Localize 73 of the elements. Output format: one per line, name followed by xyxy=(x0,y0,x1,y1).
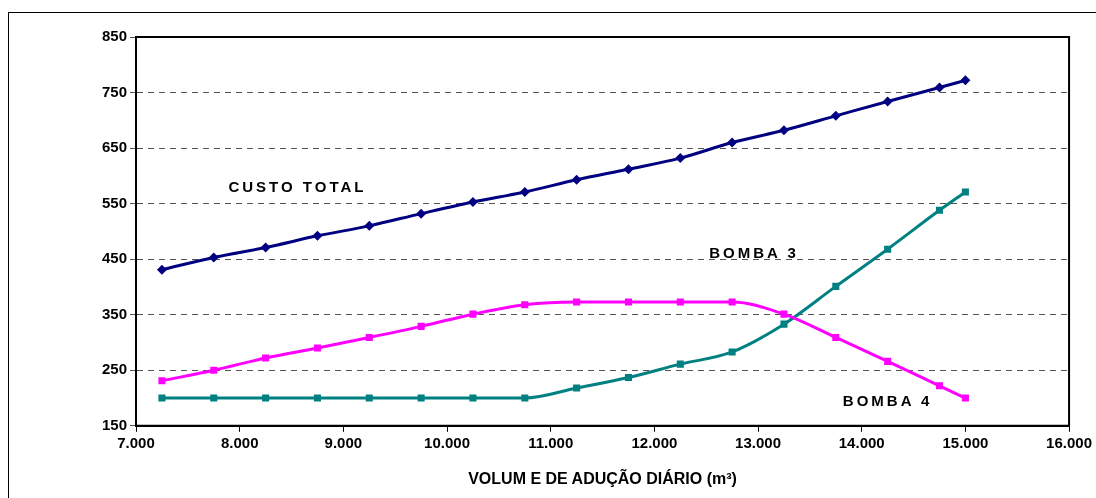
point xyxy=(571,174,582,185)
x-tick-label: 13.000 xyxy=(735,433,781,451)
point xyxy=(935,206,944,214)
point xyxy=(676,298,684,306)
point xyxy=(675,153,686,164)
point xyxy=(313,344,321,352)
y-tick-label: 150 xyxy=(102,415,128,433)
point xyxy=(262,394,270,402)
point xyxy=(364,220,375,231)
point xyxy=(573,298,581,306)
point xyxy=(156,264,167,275)
x-tick-label: 14.000 xyxy=(838,433,885,451)
point xyxy=(469,310,477,318)
point xyxy=(624,373,632,382)
point xyxy=(832,282,840,290)
x-tick-label: 9.000 xyxy=(324,433,363,451)
x-tick-label: 8.000 xyxy=(220,433,259,451)
point xyxy=(961,394,969,402)
point xyxy=(158,394,166,402)
x-axis-title: VOLUM E DE ADUÇÃO DIÁRIO (m³) xyxy=(468,467,737,487)
point xyxy=(521,394,529,402)
point xyxy=(780,320,788,328)
point xyxy=(158,377,166,385)
y-tick-label: 250 xyxy=(102,360,128,378)
point xyxy=(676,360,684,368)
point xyxy=(312,230,323,241)
point xyxy=(728,298,736,306)
x-tick-label: 16.000 xyxy=(1046,433,1093,451)
y-tick-label: 650 xyxy=(102,138,128,156)
point xyxy=(832,333,840,342)
point xyxy=(960,75,971,86)
x-tick-label: 12.000 xyxy=(631,433,678,451)
y-tick-label: 850 xyxy=(102,27,128,45)
point xyxy=(780,310,788,318)
point xyxy=(519,186,530,197)
series-label: CUSTO TOTAL xyxy=(228,177,367,195)
point xyxy=(934,82,945,93)
point xyxy=(727,137,738,148)
point xyxy=(416,208,427,219)
y-tick-label: 550 xyxy=(102,193,128,211)
point xyxy=(262,354,270,362)
point xyxy=(210,366,218,374)
point xyxy=(417,394,425,402)
point xyxy=(365,394,373,402)
point xyxy=(623,164,634,175)
x-tick-label: 15.000 xyxy=(942,433,989,451)
point xyxy=(884,245,892,253)
point xyxy=(573,384,581,392)
point xyxy=(884,357,892,365)
point xyxy=(728,348,736,356)
point xyxy=(313,394,321,402)
y-tick-label: 450 xyxy=(102,249,128,267)
point xyxy=(365,333,373,342)
point xyxy=(467,196,478,207)
point xyxy=(521,301,529,309)
x-tick-label: 10.000 xyxy=(424,433,470,451)
x-tick-label: 11.000 xyxy=(528,433,574,451)
x-tick-label: 7.000 xyxy=(117,433,155,451)
point xyxy=(260,242,271,253)
point xyxy=(935,382,944,390)
point xyxy=(778,125,789,136)
y-tick-label: 350 xyxy=(102,304,128,322)
point xyxy=(624,298,632,306)
y-tick-label: 750 xyxy=(102,82,128,100)
series-label: BOMBA 4 xyxy=(842,391,933,409)
text: BOMBA 3 xyxy=(709,244,799,262)
point xyxy=(830,110,841,121)
point xyxy=(210,394,218,402)
point xyxy=(469,394,477,402)
point xyxy=(882,96,893,107)
point xyxy=(208,252,219,263)
point xyxy=(417,322,425,330)
point xyxy=(961,188,969,196)
